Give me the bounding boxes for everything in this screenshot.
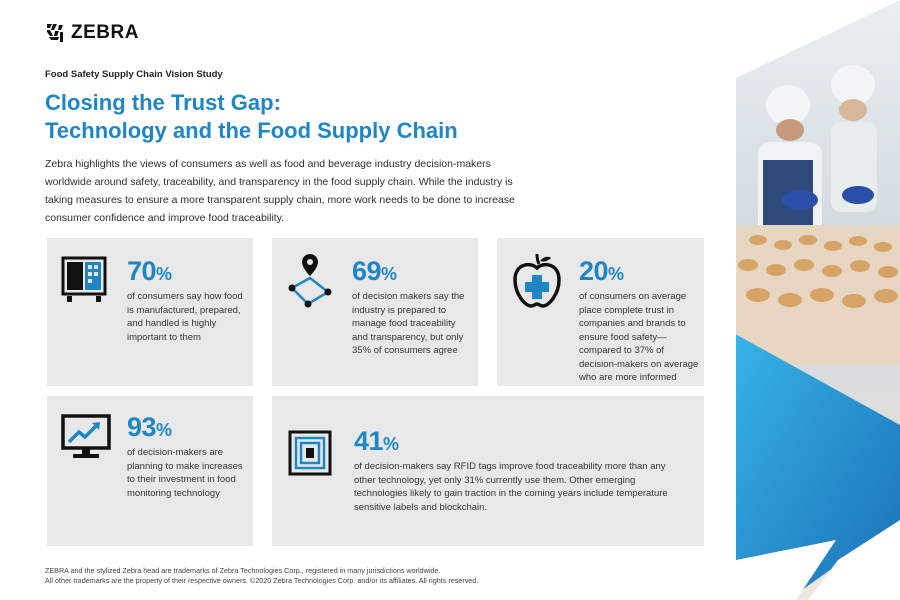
route-map-pin-icon [288, 254, 332, 308]
rfid-tag-icon [288, 430, 332, 476]
stat-description: of consumers on average place complete t… [579, 291, 699, 383]
stat-number: 41 [354, 426, 384, 456]
stat-card-consumers-manufacturing: 70% of consumers say how food is manufac… [47, 238, 253, 386]
stat-card-investment: 93% of decision-makers are planning to m… [47, 396, 253, 546]
zebra-logo: ZEBRA [45, 22, 139, 44]
copyright-line: All other trademarks are the property of… [45, 576, 479, 585]
stat-number: 70 [127, 256, 157, 286]
brand-name: ZEBRA [71, 22, 139, 43]
stat-value: 41% [354, 426, 399, 457]
stat-value: 93% [127, 412, 172, 443]
title-line-2: Technology and the Food Supply Chain [45, 118, 458, 143]
legal-footer: ZEBRA and the stylized Zebra head are tr… [45, 566, 605, 586]
percent-sign: % [383, 434, 399, 454]
stat-number: 20 [579, 256, 609, 286]
stat-description: of decision makers say the industry is p… [352, 291, 465, 356]
stat-value: 69% [352, 256, 397, 287]
monitor-chart-icon [61, 414, 111, 458]
percent-sign: % [381, 264, 397, 284]
page-title: Closing the Trust Gap: Technology and th… [45, 89, 605, 145]
stat-description: of decision-makers say RFID tags improve… [354, 461, 668, 513]
apple-health-icon [513, 253, 561, 308]
percent-sign: % [608, 264, 624, 284]
percent-sign: % [156, 420, 172, 440]
stat-description: of consumers say how food is manufacture… [127, 291, 243, 343]
stat-value: 70% [127, 256, 172, 287]
stat-number: 69 [352, 256, 382, 286]
stat-description: of decision-makers are planning to make … [127, 447, 243, 499]
shipping-truck-icon [61, 256, 107, 302]
food-factory-photo [736, 0, 900, 600]
intro-paragraph: Zebra highlights the views of consumers … [45, 158, 515, 224]
percent-sign: % [156, 264, 172, 284]
stat-card-rfid: 41% of decision-makers say RFID tags imp… [272, 396, 704, 546]
title-line-1: Closing the Trust Gap: [45, 90, 281, 115]
zebra-head-icon [47, 24, 63, 42]
stat-card-consumer-trust: 20% of consumers on average place comple… [497, 238, 704, 386]
stat-value: 20% [579, 256, 624, 287]
trademark-line: ZEBRA and the stylized Zebra head are tr… [45, 566, 441, 575]
study-label: Food Safety Supply Chain Vision Study [45, 69, 223, 80]
stat-card-decision-makers-prepared: 69% of decision makers say the industry … [272, 238, 478, 386]
stat-number: 93 [127, 412, 157, 442]
